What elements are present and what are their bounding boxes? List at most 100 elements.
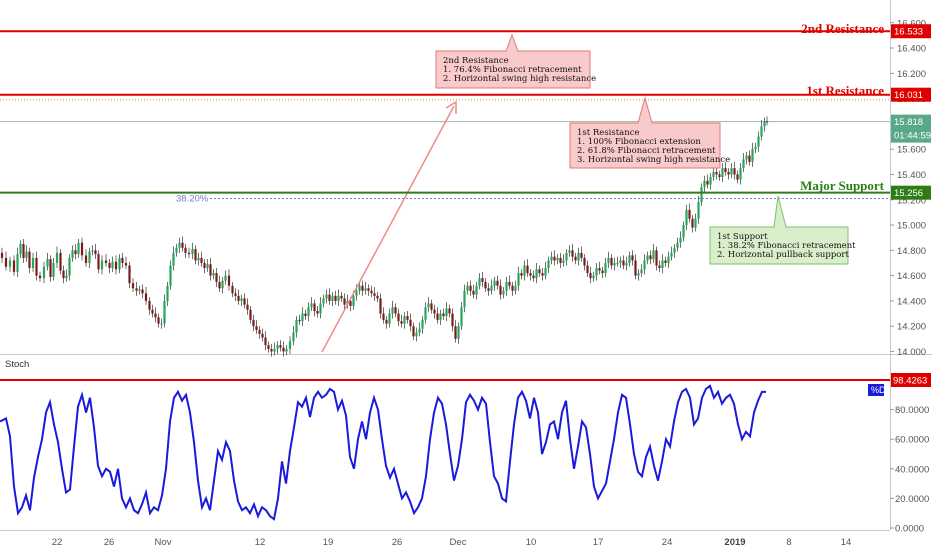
candle-body [763, 121, 766, 127]
candle-body [310, 303, 313, 308]
first-resistance-note-box [569, 96, 721, 169]
candle-body [643, 260, 646, 270]
candle-body [637, 273, 640, 276]
candle-body [700, 187, 703, 203]
candle-body [249, 309, 252, 320]
second-resistance-note-line-1: 2nd Resistance [443, 56, 509, 66]
candle-body [598, 268, 601, 271]
candle-body [418, 328, 421, 333]
candle-body [442, 313, 445, 317]
candle-body [691, 218, 694, 228]
candle-body [466, 285, 469, 291]
candle-body [580, 252, 583, 258]
candle-body [243, 298, 246, 305]
price-tick-label: 16.400 [897, 44, 926, 55]
candle-body [270, 348, 273, 352]
stoch-tick-label: 40.0000 [895, 464, 929, 475]
candle-body [343, 298, 346, 305]
first-resistance-note-line-2: 1. 100% Fibonacci extension [577, 137, 701, 147]
major-support-value: 15.256 [894, 188, 923, 199]
candle-body [589, 273, 592, 279]
candle-body [724, 168, 727, 172]
stoch-axis: 0.0000 20.0000 40.0000 60.0000 80.0000 [890, 405, 929, 535]
candle-body [240, 298, 243, 301]
candle-body [469, 285, 472, 291]
candle-body [346, 300, 349, 305]
candle-body [144, 293, 148, 301]
stoch-series-name: %D [871, 385, 886, 395]
candle-body [427, 303, 430, 308]
candle-body [601, 270, 604, 274]
candle-body [547, 260, 550, 269]
candle-body [4, 257, 8, 267]
candle-body [508, 281, 511, 286]
candle-body [421, 319, 424, 329]
time-tick-label: 26 [392, 537, 403, 548]
candle-body [553, 256, 556, 261]
candle-body [481, 278, 484, 282]
first-resistance-badge: 16.031 [891, 87, 931, 102]
candle-body [187, 252, 191, 255]
candle-body [163, 300, 166, 324]
candle-body [583, 257, 586, 266]
price-tick-label: 15.000 [897, 221, 926, 232]
first-resistance-note-line-1: 1st Resistance [577, 128, 640, 138]
candle-body [565, 252, 568, 261]
candle-body [224, 275, 227, 281]
candle-body [556, 257, 559, 261]
candle-body [370, 290, 373, 294]
candle-body [340, 295, 343, 299]
second-resistance-note-box [435, 33, 591, 89]
candle-body [628, 255, 631, 263]
candle-body [246, 304, 249, 310]
first-resistance-title: 1st Resistance [806, 83, 884, 98]
candle-body [68, 257, 71, 276]
candle-body [234, 293, 237, 296]
candle-body [535, 269, 538, 279]
projection-arrow-line [321, 105, 455, 353]
first-resistance-value: 16.031 [894, 90, 923, 101]
candle-body [151, 309, 154, 314]
time-tick-label: 2019 [724, 537, 745, 548]
candle-body [0, 252, 4, 258]
candle-body [227, 275, 231, 286]
candle-body [688, 209, 691, 219]
candle-body [279, 345, 282, 348]
candle-body [237, 295, 240, 301]
candle-body [757, 136, 760, 147]
candle-body [111, 261, 114, 269]
time-tick-label: 10 [526, 537, 537, 548]
first-support-note: 1st Support 1. 38.2% Fibonacci retraceme… [709, 195, 856, 265]
candle-body [124, 262, 128, 266]
time-tick-label: 19 [323, 537, 334, 548]
candle-body [538, 269, 541, 274]
candle-body [403, 316, 406, 324]
candle-body [285, 348, 288, 352]
candle-body [610, 257, 613, 266]
candle-body [490, 285, 493, 291]
candle-body [559, 257, 562, 263]
candle-body [55, 252, 59, 263]
candle-body [367, 288, 370, 291]
first-resistance-note-line-3: 2. 61.8% Fibonacci retracement [577, 146, 716, 156]
candle-body [8, 260, 12, 267]
first-support-note-line-1: 1st Support [717, 232, 768, 242]
major-support-badge: 15.256 [891, 185, 931, 200]
candle-body [35, 257, 38, 276]
candle-body [295, 319, 298, 333]
candle-body [595, 268, 598, 276]
candle-body [667, 256, 670, 263]
candle-body [301, 313, 304, 322]
candle-body [135, 288, 138, 291]
candle-body [212, 273, 215, 276]
candle-body [532, 275, 535, 279]
candle-body [352, 295, 355, 306]
candle-body [206, 264, 209, 269]
candle-body [169, 265, 172, 286]
candle-body [49, 259, 52, 277]
candle-body [108, 262, 111, 269]
time-tick-label: Nov [155, 537, 172, 548]
first-support-note-line-2: 1. 38.2% Fibonacci retracement [717, 241, 856, 251]
candle-body [658, 265, 661, 269]
candle-body [94, 250, 97, 255]
